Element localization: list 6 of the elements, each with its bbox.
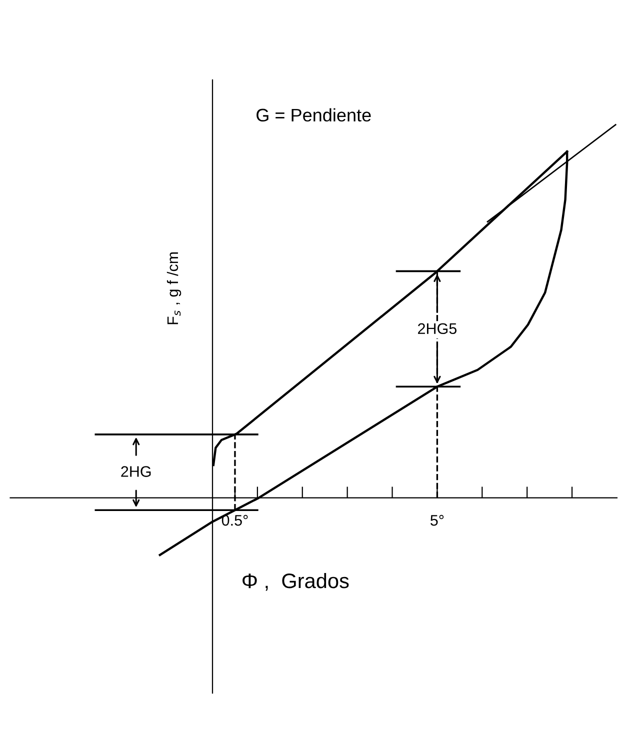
annotation: 2HG5 bbox=[418, 323, 457, 334]
annotation: 2HG bbox=[121, 466, 151, 477]
text: G = Pendiente bbox=[256, 108, 371, 122]
y-axis-title: F$_{s}$ , g f /cm bbox=[166, 252, 182, 324]
x-axis-title: Φ , Grados bbox=[242, 572, 349, 591]
x-tick-label: 5° bbox=[430, 514, 444, 526]
